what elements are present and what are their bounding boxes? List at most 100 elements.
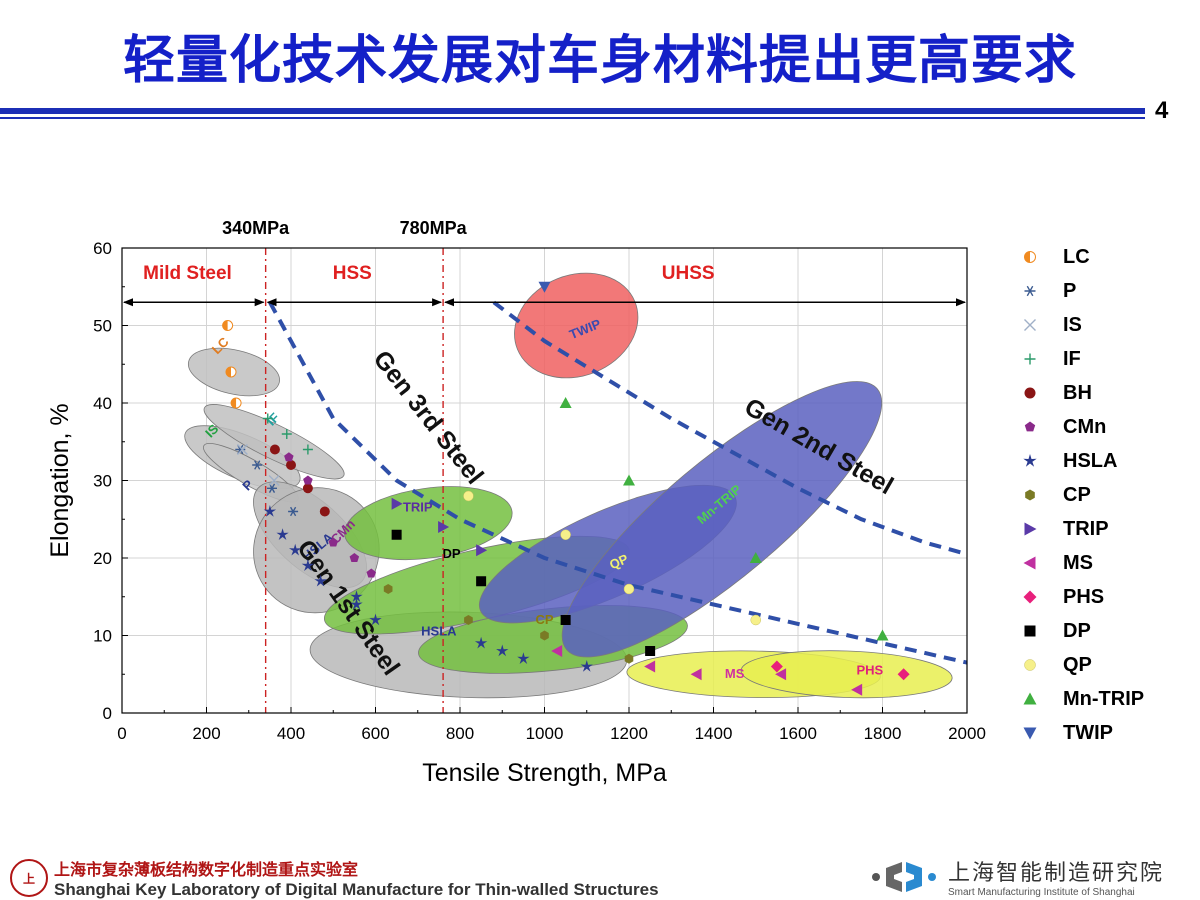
legend-marker-shape [1024,522,1037,536]
legend-marker-bh [1015,383,1045,403]
institute-logo-icon [872,861,936,892]
data-point-hsla [301,559,315,571]
series-phs [770,660,910,681]
data-point-cmn [349,553,360,562]
data-point-if [281,429,292,439]
region-label-trip: TRIP [403,500,433,515]
data-point-p [252,460,263,470]
data-point-if [302,444,313,455]
legend-item-cmn: CMn [1015,410,1185,444]
series-cmn [284,452,376,578]
legend-marker-shape [1025,489,1035,501]
legend-marker-svg [1024,251,1036,263]
data-point-bh [269,444,280,455]
data-point-if [262,413,273,424]
legend-marker-shape [1024,387,1036,399]
data-point-phs [770,660,783,673]
x-tick-label: 200 [192,724,220,743]
data-point-lc [225,366,237,378]
data-point-cmn [366,568,376,578]
legend-marker-lc [1015,247,1045,267]
legend-marker-shape [1023,556,1036,570]
data-point-qp [463,490,474,502]
legend-marker-shape [1023,727,1037,740]
region-label-qp: QP [607,551,631,572]
university-seal-icon: 上 [10,859,48,897]
region-title: UHSS [662,263,715,284]
region-label-dp: DP [443,546,461,561]
legend-marker-shape [1024,421,1036,432]
institute-name-en: Smart Manufacturing Institute of Shangha… [948,887,1135,898]
legend-item-twip: TWIP [1015,716,1185,750]
threshold-label: 340MPa [222,218,290,238]
legend-marker-shape [1023,454,1037,467]
lab-name-cn: 上海市复杂薄板结构数字化制造重点实验室 [54,860,359,879]
legend-label: TRIP [1063,517,1109,540]
series-is [236,444,280,486]
y-tick-label: 20 [93,549,112,568]
region-ellipse-phs [740,650,953,699]
data-point-twip [538,281,551,293]
title-rule-thin [0,117,1145,119]
series-twip [538,281,551,293]
region-ellipse-trip [344,486,513,561]
chart-legend: LC P IS IF BH CMn HSLA CP TRIP MS PHS DP QP Mn-TRIP TW… [1015,240,1185,750]
data-point-ms [690,668,702,681]
series-trip [391,497,488,557]
legend-item-phs: PHS [1015,580,1185,614]
series-ms [551,645,863,696]
institute-name-cn: 上海智能制造研究院 [948,861,1165,886]
data-point-trip [438,521,450,533]
title-rule [0,108,1145,114]
legend-marker-svg [1023,454,1037,467]
legend-label: HSLA [1063,449,1118,472]
region-label-phs: PHS [856,662,883,677]
legend-label: CMn [1063,415,1107,438]
legend-item-if: IF [1015,342,1185,376]
legend-marker-qp [1015,655,1045,675]
legend-marker-hsla [1015,451,1045,471]
legend-item-is: IS [1015,308,1185,342]
x-tick-label: 1200 [610,724,648,743]
x-tick-label: 0 [117,724,126,743]
legend-marker-svg [1024,319,1036,331]
legend-label: QP [1063,653,1092,676]
data-point-ms [775,668,787,681]
legend-marker-svg [1024,421,1036,432]
steel-chart: LCISIFPCMnHSLAHSLATRIPDPCPQPMn-TRIPTWIPM… [46,218,986,787]
x-tick-label: 1400 [695,724,733,743]
y-axis-label: Elongation, % [46,403,74,557]
data-point-p [267,483,277,493]
data-point-hsla [517,652,530,664]
data-point-ms [551,645,563,657]
data-point-lc [222,320,234,331]
legend-marker-p [1015,281,1045,301]
legend-marker-ms [1015,553,1045,573]
data-point-hsla [350,598,363,610]
data-point-qp [560,529,571,540]
series-qp [463,490,761,626]
legend-marker-svg [1024,353,1036,365]
legend-label: P [1063,279,1077,302]
data-point-ms [644,660,656,673]
slide-title: 轻量化技术发展对车身材料提出更高要求 [122,31,1077,91]
data-point-ms [851,683,863,696]
legend-label: MS [1063,551,1093,574]
legend-marker-cp [1015,485,1045,505]
legend-marker-phs [1015,587,1045,607]
legend-label: Mn-TRIP [1063,687,1145,710]
data-point-mn-trip [876,629,889,641]
legend-item-bh: BH [1015,376,1185,410]
data-point-cp [540,630,549,641]
x-tick-label: 1600 [779,724,817,743]
legend-label: PHS [1063,585,1105,608]
legend-marker-svg [1025,489,1035,501]
legend-marker-svg [1024,387,1036,399]
data-point-hsla [289,543,302,556]
region-label-ms: MS [725,666,745,681]
x-axis-label: Tensile Strength, MPa [422,759,667,787]
y-tick-label: 40 [93,394,112,413]
data-point-cmn [303,475,313,485]
legend-label: TWIP [1063,721,1113,744]
institute-footer: 上海智能制造研究院 Smart Manufacturing Institute … [868,855,1164,898]
